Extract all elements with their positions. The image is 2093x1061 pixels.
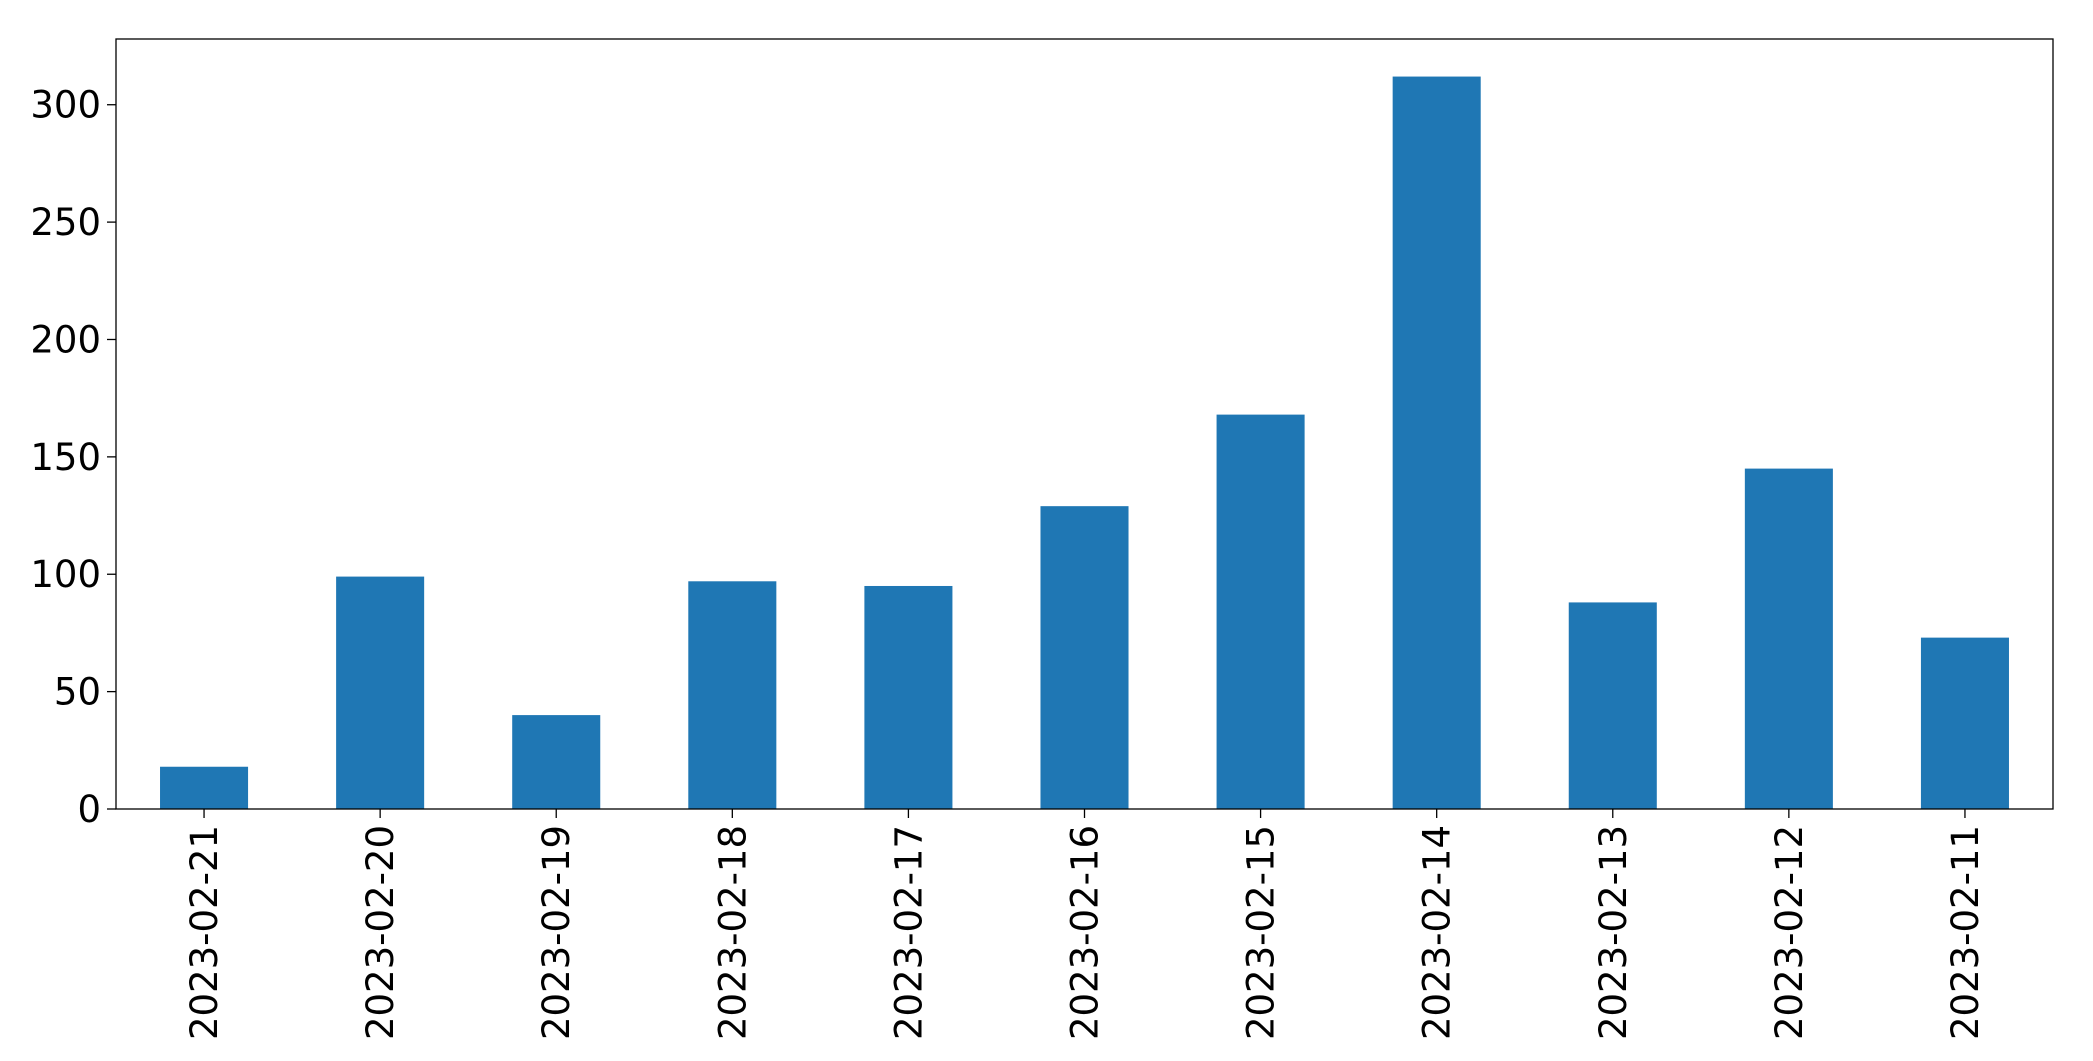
axes-frame (115, 38, 2054, 810)
y-tick-label: 0 (77, 788, 101, 831)
bar (160, 766, 249, 809)
bar (688, 581, 777, 809)
y-tick-label: 250 (30, 201, 101, 244)
x-tick-label: 2023-02-12 (1768, 825, 1811, 1040)
y-tick-label: 100 (30, 553, 101, 596)
x-tick-label: 2023-02-13 (1592, 825, 1635, 1040)
bar (1744, 468, 1833, 809)
x-tick-label: 2023-02-11 (1944, 825, 1987, 1040)
x-tick-label: 2023-02-18 (711, 825, 754, 1040)
x-tick-label: 2023-02-17 (887, 825, 930, 1040)
bar (336, 576, 425, 809)
x-tick-label: 2023-02-20 (359, 825, 402, 1040)
bar (1568, 602, 1657, 809)
bar (1392, 76, 1481, 809)
x-tick-label: 2023-02-19 (535, 825, 578, 1040)
bar (1920, 637, 2009, 809)
bar (1216, 414, 1305, 809)
y-tick-label: 50 (54, 671, 101, 714)
x-tick-label: 2023-02-15 (1240, 825, 1283, 1040)
x-tick-label: 2023-02-16 (1064, 825, 1107, 1040)
x-tick-label: 2023-02-14 (1416, 825, 1459, 1040)
y-tick-label: 300 (30, 84, 101, 127)
y-tick-label: 200 (30, 318, 101, 361)
y-tick-label: 150 (30, 436, 101, 479)
bar (864, 585, 953, 809)
x-tick-label: 2023-02-21 (183, 825, 226, 1040)
bar (1040, 506, 1129, 809)
bar (512, 715, 601, 809)
